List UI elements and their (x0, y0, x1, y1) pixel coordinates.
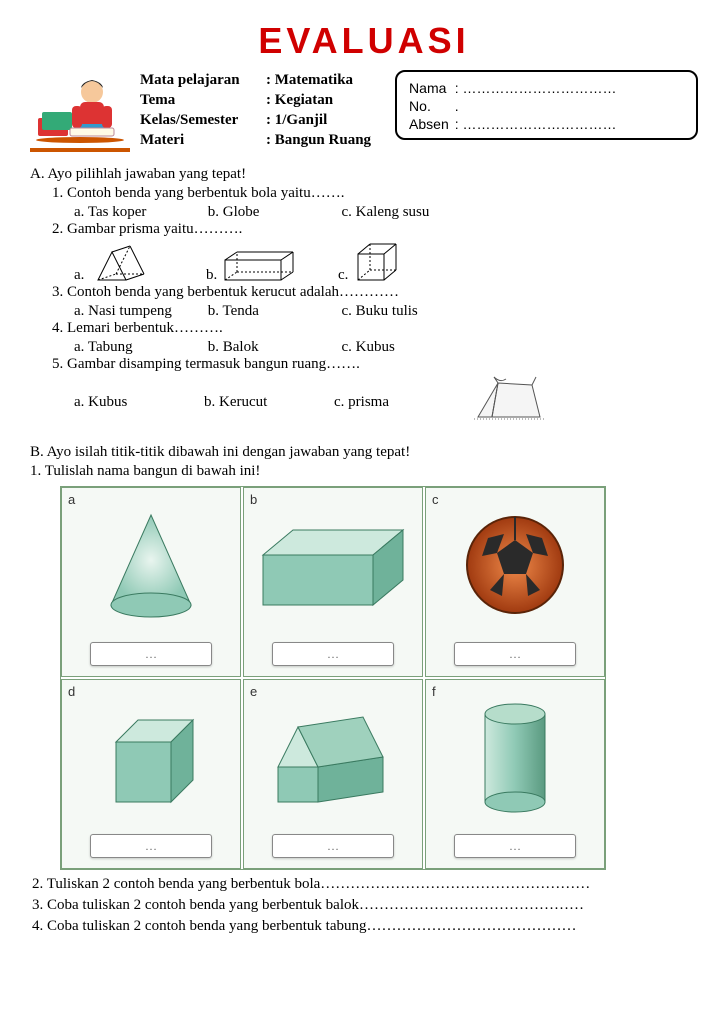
q2-opt-b-label[interactable]: b. (206, 267, 217, 284)
answer-slot-d[interactable]: … (90, 834, 212, 858)
grid-cell-f: f … (425, 679, 605, 869)
name-box: Nama : …………………………… No. . Absen : …………………… (395, 70, 698, 140)
q4-options: a. Tabung b. Balok c. Kubus (74, 339, 698, 356)
answer-slot-b[interactable]: … (272, 642, 394, 666)
q5-opt-c[interactable]: c. prisma (334, 394, 464, 411)
grid-cell-a: a … (61, 487, 241, 677)
soccer-ball-icon (460, 510, 570, 620)
q1-opt-b[interactable]: b. Globe (208, 204, 338, 221)
meta-theme-value: : Kegiatan (266, 92, 375, 110)
section-a-head: A. Ayo pilihlah jawaban yang tepat! (30, 166, 698, 183)
header-illustration (30, 68, 130, 152)
nama-label: Nama (409, 80, 453, 96)
rectangular-block-icon (221, 248, 301, 284)
tag-c: c (432, 492, 439, 507)
absen-label: Absen (409, 116, 453, 132)
tag-b: b (250, 492, 257, 507)
q2-opt-a-label[interactable]: a. (74, 267, 84, 284)
q1-text: 1. Contoh benda yang berbentuk bola yait… (52, 185, 698, 202)
tag-a: a (68, 492, 75, 507)
block-icon (253, 515, 413, 615)
nama-value[interactable]: : …………………………… (455, 80, 621, 96)
q5-options: a. Kubus b. Kerucut c. prisma (74, 375, 698, 430)
cube-solid-icon (96, 702, 206, 812)
absen-value[interactable]: : …………………………… (455, 116, 621, 132)
page-title: EVALUASI (30, 20, 698, 62)
shape-grid: a … b … c (60, 486, 606, 870)
b-q4-text[interactable]: 4. Coba tuliskan 2 contoh benda yang ber… (32, 918, 698, 935)
q4-opt-a[interactable]: a. Tabung (74, 339, 204, 356)
q1-opt-a[interactable]: a. Tas koper (74, 204, 204, 221)
q4-text: 4. Lemari berbentuk………. (52, 320, 698, 337)
section-b-head: B. Ayo isilah titik-titik dibawah ini de… (30, 444, 698, 461)
tag-e: e (250, 684, 257, 699)
cylinder-icon (465, 692, 565, 822)
q3-opt-b[interactable]: b. Tenda (208, 303, 338, 320)
meta-class-value: : 1/Ganjil (266, 112, 375, 130)
q4-opt-b[interactable]: b. Balok (208, 339, 338, 356)
meta-material-label: Materi (140, 132, 264, 150)
meta-block: Mata pelajaran: Matematika Tema: Kegiata… (138, 70, 377, 152)
q2-options: a. b. (74, 240, 698, 284)
meta-subject-value: : Matematika (266, 72, 375, 90)
q3-text: 3. Contoh benda yang berbentuk kerucut a… (52, 284, 698, 301)
answer-slot-c[interactable]: … (454, 642, 576, 666)
q5-opt-a[interactable]: a. Kubus (74, 394, 204, 411)
q3-opt-c[interactable]: c. Buku tulis (342, 303, 472, 320)
q3-options: a. Nasi tumpeng b. Tenda c. Buku tulis (74, 303, 698, 320)
grid-cell-e: e … (243, 679, 423, 869)
grid-cell-c: c … (425, 487, 605, 677)
meta-material-value: : Bangun Ruang (266, 132, 375, 150)
q2-text: 2. Gambar prisma yaitu………. (52, 221, 698, 238)
header-row: Mata pelajaran: Matematika Tema: Kegiata… (30, 68, 698, 152)
triangular-prism-icon (88, 240, 148, 284)
q4-opt-c[interactable]: c. Kubus (342, 339, 472, 356)
cube-icon (352, 240, 402, 284)
answer-slot-f[interactable]: … (454, 834, 576, 858)
answer-slot-e[interactable]: … (272, 834, 394, 858)
grid-cell-d: d … (61, 679, 241, 869)
q5-text: 5. Gambar disamping termasuk bangun ruan… (52, 356, 698, 373)
b-q2-text[interactable]: 2. Tuliskan 2 contoh benda yang berbentu… (32, 876, 698, 893)
meta-subject-label: Mata pelajaran (140, 72, 264, 90)
b-q1-text: 1. Tulislah nama bangun di bawah ini! (30, 463, 698, 480)
tag-f: f (432, 684, 436, 699)
b-q3-text[interactable]: 3. Coba tuliskan 2 contoh benda yang ber… (32, 897, 698, 914)
q5-opt-b[interactable]: b. Kerucut (204, 394, 334, 411)
section-a: A. Ayo pilihlah jawaban yang tepat! 1. C… (30, 166, 698, 430)
section-b: B. Ayo isilah titik-titik dibawah ini de… (30, 444, 698, 935)
tent-icon (470, 375, 550, 430)
q1-opt-c[interactable]: c. Kaleng susu (342, 204, 472, 221)
cone-icon (101, 505, 201, 625)
q3-opt-a[interactable]: a. Nasi tumpeng (74, 303, 204, 320)
tag-d: d (68, 684, 75, 699)
meta-theme-label: Tema (140, 92, 264, 110)
q2-opt-c-label[interactable]: c. (338, 267, 348, 284)
meta-class-label: Kelas/Semester (140, 112, 264, 130)
q1-options: a. Tas koper b. Globe c. Kaleng susu (74, 204, 698, 221)
no-label: No. (409, 98, 453, 114)
grid-cell-b: b … (243, 487, 423, 677)
pentagonal-prism-icon (263, 697, 403, 817)
answer-slot-a[interactable]: … (90, 642, 212, 666)
